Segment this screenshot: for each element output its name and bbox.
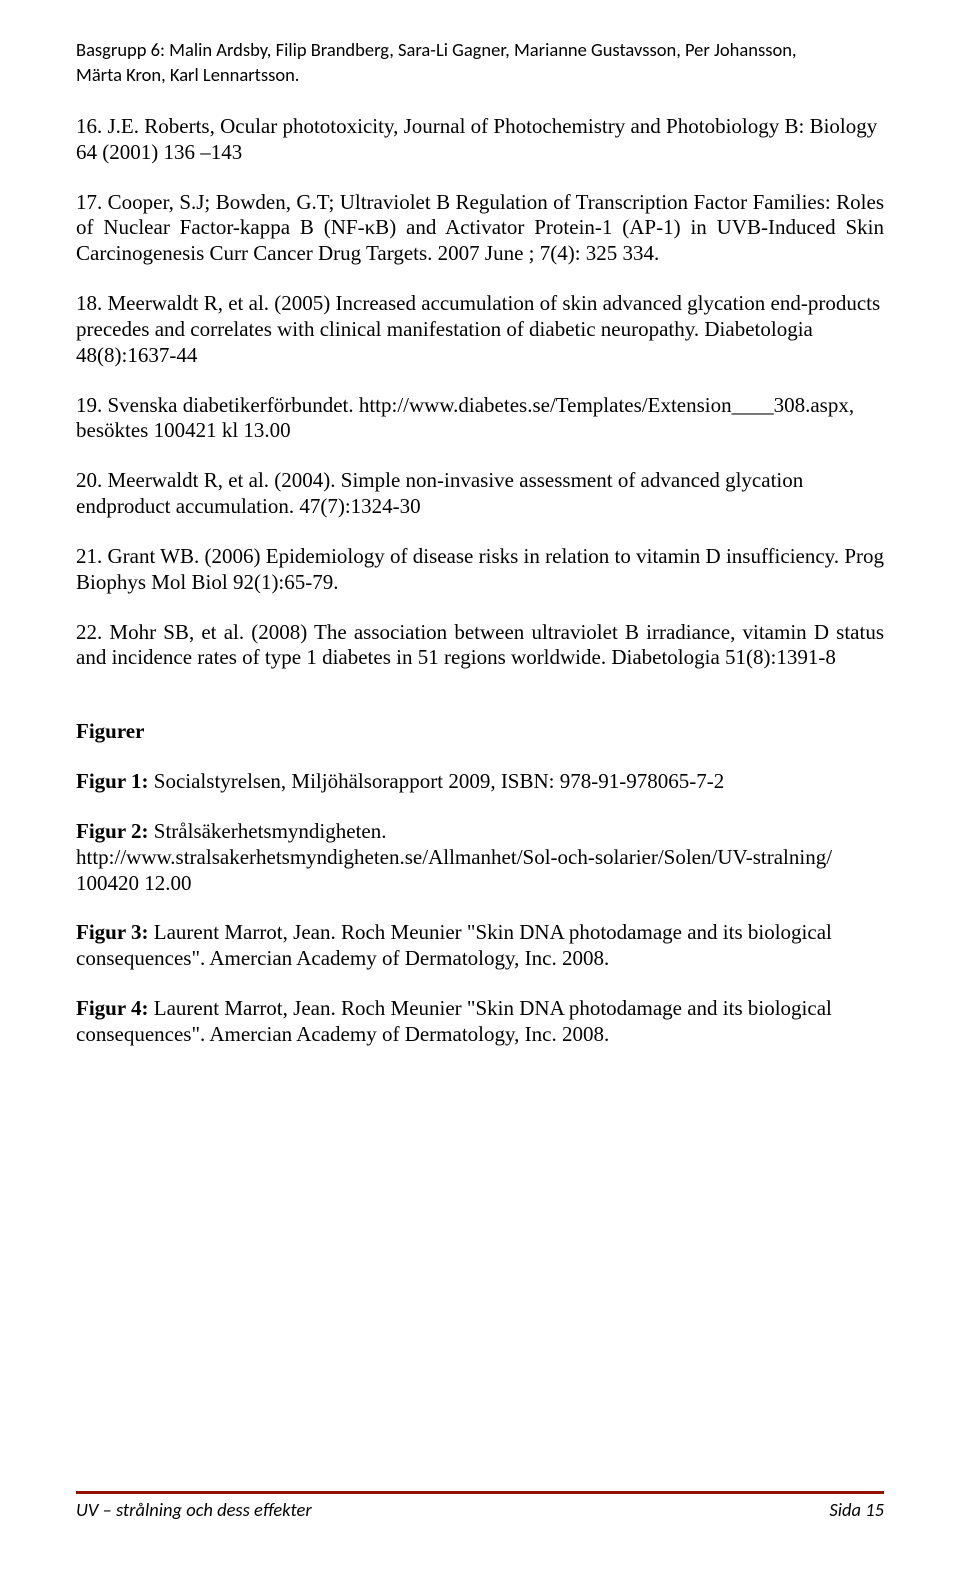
ref-19: 19. Svenska diabetikerförbundet. http://… xyxy=(76,393,884,445)
page-footer: UV – strålning och dess effekter Sida 15 xyxy=(76,1491,884,1521)
figure-4-text: Laurent Marrot, Jean. Roch Meunier "Skin… xyxy=(76,996,832,1046)
figure-2-label: Figur 2: xyxy=(76,819,154,843)
ref-17: 17. Cooper, S.J; Bowden, G.T; Ultraviole… xyxy=(76,190,884,267)
ref-21: 21. Grant WB. (2006) Epidemiology of dis… xyxy=(76,544,884,596)
figure-4: Figur 4: Laurent Marrot, Jean. Roch Meun… xyxy=(76,996,884,1048)
figure-3: Figur 3: Laurent Marrot, Jean. Roch Meun… xyxy=(76,920,884,972)
figures-heading: Figurer xyxy=(76,719,884,745)
ref-16: 16. J.E. Roberts, Ocular phototoxicity, … xyxy=(76,114,884,166)
footer-left: UV – strålning och dess effekter xyxy=(76,1498,312,1521)
footer-right: Sida 15 xyxy=(829,1498,884,1521)
header-line-2: Märta Kron, Karl Lennartsson. xyxy=(76,63,884,88)
figure-1: Figur 1: Socialstyrelsen, Miljöhälsorapp… xyxy=(76,769,884,795)
figures-heading-text: Figurer xyxy=(76,719,144,743)
figure-2-text-b: http://www.stralsakerhetsmyndigheten.se/… xyxy=(76,845,832,895)
footer-row: UV – strålning och dess effekter Sida 15 xyxy=(76,1498,884,1521)
figure-2-text-a: Strålsäkerhetsmyndigheten. xyxy=(154,819,387,843)
figure-2: Figur 2: Strålsäkerhetsmyndigheten.http:… xyxy=(76,819,884,896)
page-header: Basgrupp 6: Malin Ardsby, Filip Brandber… xyxy=(76,38,884,88)
ref-22: 22. Mohr SB, et al. (2008) The associati… xyxy=(76,620,884,672)
header-line-1: Basgrupp 6: Malin Ardsby, Filip Brandber… xyxy=(76,38,884,63)
ref-18: 18. Meerwaldt R, et al. (2005) Increased… xyxy=(76,291,884,368)
figure-3-label: Figur 3: xyxy=(76,920,154,944)
page: Basgrupp 6: Malin Ardsby, Filip Brandber… xyxy=(0,0,960,1575)
figure-1-label: Figur 1: xyxy=(76,769,154,793)
ref-20: 20. Meerwaldt R, et al. (2004). Simple n… xyxy=(76,468,884,520)
figure-1-text: Socialstyrelsen, Miljöhälsorapport 2009,… xyxy=(154,769,724,793)
figure-3-text: Laurent Marrot, Jean. Roch Meunier "Skin… xyxy=(76,920,832,970)
figure-4-label: Figur 4: xyxy=(76,996,154,1020)
footer-rule xyxy=(76,1491,884,1494)
